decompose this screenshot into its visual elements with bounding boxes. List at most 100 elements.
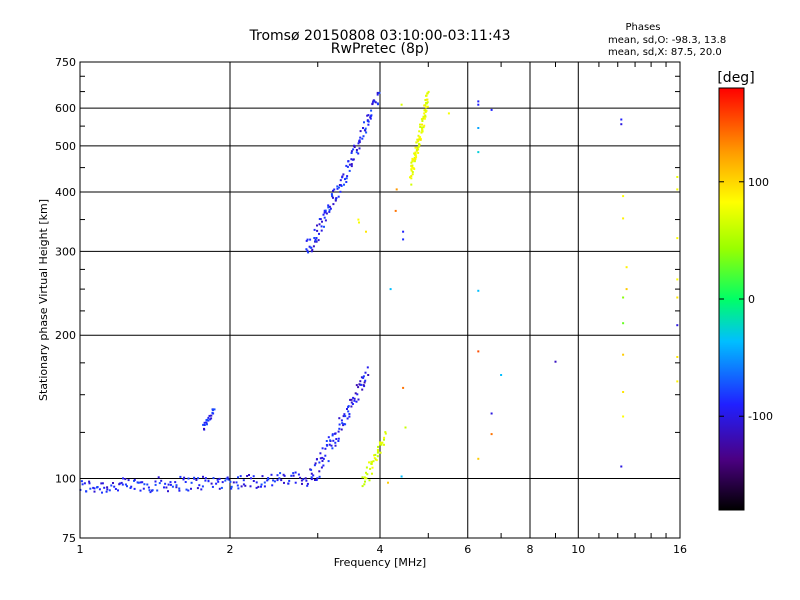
- data-point: [252, 480, 255, 482]
- data-point: [175, 484, 178, 487]
- data-point: [237, 476, 239, 479]
- data-point: [676, 188, 679, 191]
- x-tick-label: 6: [464, 543, 471, 556]
- data-point: [369, 117, 372, 120]
- data-point: [318, 461, 321, 464]
- data-point: [321, 447, 324, 450]
- data-point: [338, 423, 341, 426]
- y-tick-label: 500: [55, 140, 76, 153]
- data-point: [345, 164, 348, 167]
- data-point: [328, 443, 331, 446]
- data-point: [133, 478, 136, 481]
- data-point: [367, 123, 370, 126]
- data-point: [306, 484, 309, 487]
- data-point: [229, 480, 232, 483]
- data-point: [329, 207, 332, 210]
- data-point: [248, 474, 250, 476]
- data-point: [363, 483, 366, 486]
- data-point: [350, 405, 353, 408]
- data-point: [118, 482, 121, 485]
- x-tick-label: 2: [227, 543, 234, 556]
- data-point: [359, 130, 362, 133]
- data-point: [419, 126, 422, 128]
- data-point: [418, 137, 421, 139]
- data-point: [414, 146, 417, 149]
- data-point: [419, 123, 421, 126]
- data-point: [365, 230, 367, 233]
- data-point: [423, 124, 426, 127]
- data-point: [313, 464, 316, 467]
- data-point: [255, 481, 258, 484]
- data-point: [411, 166, 414, 169]
- data-point: [395, 188, 398, 191]
- data-point: [339, 190, 342, 193]
- data-point: [418, 130, 421, 133]
- data-point: [338, 417, 341, 420]
- data-point: [477, 289, 480, 292]
- data-point: [422, 126, 425, 129]
- data-point: [417, 145, 420, 148]
- data-point: [103, 486, 106, 489]
- data-point: [314, 239, 317, 242]
- data-point: [324, 454, 327, 457]
- data-point: [410, 183, 413, 186]
- y-tick-label: 750: [55, 56, 76, 69]
- data-point: [413, 152, 416, 155]
- data-point: [308, 245, 311, 248]
- data-point: [240, 485, 243, 488]
- data-point: [224, 479, 227, 482]
- chart-subtitle: RwPretec (8p): [331, 41, 429, 57]
- data-point: [316, 229, 319, 232]
- data-point: [167, 483, 170, 486]
- data-point: [318, 470, 321, 473]
- data-point: [352, 148, 355, 151]
- data-point: [205, 421, 208, 424]
- data-point: [383, 438, 385, 441]
- data-point: [357, 142, 360, 145]
- data-point: [477, 103, 480, 106]
- data-point: [208, 414, 211, 417]
- data-point: [218, 487, 221, 490]
- data-point: [402, 238, 405, 241]
- data-point: [179, 475, 182, 478]
- data-point: [276, 474, 279, 477]
- data-point: [207, 416, 210, 419]
- data-point: [225, 477, 228, 480]
- data-point: [257, 485, 260, 488]
- data-point: [381, 441, 384, 444]
- data-point: [201, 485, 204, 488]
- data-point: [350, 401, 353, 404]
- data-point: [400, 475, 403, 478]
- data-point: [154, 483, 157, 486]
- data-point: [106, 488, 109, 491]
- data-point: [336, 187, 339, 190]
- data-point: [315, 237, 318, 239]
- data-point: [354, 392, 357, 395]
- data-point: [312, 474, 315, 477]
- data-point: [352, 158, 355, 161]
- data-point: [89, 487, 92, 490]
- data-point: [418, 143, 420, 146]
- data-point: [200, 488, 203, 491]
- data-point: [346, 417, 349, 420]
- data-point: [371, 472, 373, 475]
- data-point: [85, 490, 88, 493]
- data-point: [362, 127, 364, 129]
- data-point: [327, 206, 330, 209]
- data-point: [244, 484, 247, 487]
- data-point: [357, 386, 360, 389]
- data-point: [282, 473, 285, 476]
- data-point: [416, 138, 419, 141]
- data-point: [345, 177, 348, 180]
- data-point: [307, 251, 310, 254]
- phase-stats-x: mean, sd,X: 87.5, 20.0: [608, 47, 722, 58]
- data-point: [413, 160, 416, 163]
- data-point: [355, 151, 358, 154]
- data-point: [376, 91, 379, 94]
- data-point: [676, 278, 679, 281]
- data-point: [350, 152, 353, 154]
- data-point: [101, 482, 104, 485]
- data-point: [423, 112, 426, 115]
- data-point: [324, 219, 327, 222]
- data-point: [139, 481, 142, 484]
